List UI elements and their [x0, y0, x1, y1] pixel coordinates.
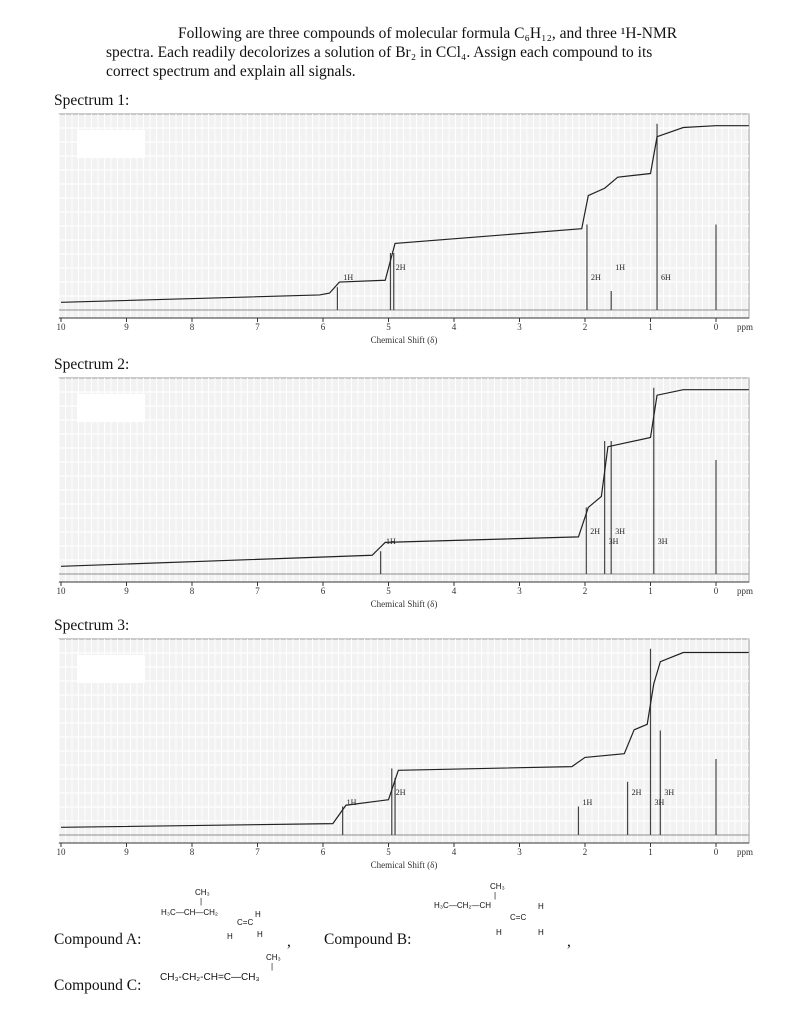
tick-label: 8: [190, 322, 195, 332]
spectrum-1-title: Spectrum 1:: [54, 92, 130, 109]
tick-label: 1: [648, 586, 653, 596]
integral-label: 2H: [590, 527, 600, 536]
integral-label: 1H: [347, 798, 357, 807]
integral-label: 1H: [582, 798, 592, 807]
integral-label: 2H: [396, 788, 406, 797]
h-atom: H: [257, 930, 263, 939]
tick-label: 10: [57, 322, 67, 332]
tick-label: 6: [321, 586, 326, 596]
x-axis-label: Chemical Shift (δ): [371, 335, 438, 345]
tick-label: 3: [517, 322, 522, 332]
tick-label: 3: [517, 586, 522, 596]
compound-b-label: Compound B:: [324, 931, 412, 948]
tick-label: 2: [583, 586, 588, 596]
tick-label: 0: [714, 322, 719, 332]
h-atom: H: [255, 910, 261, 919]
h-atom: H: [538, 928, 544, 937]
spectrum-2-title: Spectrum 2:: [54, 356, 130, 373]
tick-label: 3: [517, 847, 522, 857]
tick-label: 1: [648, 322, 653, 332]
tick-label: 4: [452, 322, 457, 332]
tick-label: 5: [386, 586, 391, 596]
integral-label: 6H: [661, 273, 671, 282]
tick-label: 10: [57, 586, 67, 596]
integral-label: 3H: [615, 527, 625, 536]
chain: H₃C—CH₂—CH: [434, 901, 492, 910]
tick-label: 5: [386, 847, 391, 857]
h-atom: H: [496, 928, 502, 937]
integral-label: 1H: [615, 263, 625, 272]
integral-label: 3H: [655, 798, 665, 807]
compound-c-structure: CH₃ | CH₃-CH₂-CH=C—CH₃: [160, 953, 281, 983]
prompt-line-1: Following are three compounds of molecul…: [178, 25, 678, 42]
integral-label: 3H: [658, 537, 668, 546]
tick-label: 4: [452, 847, 457, 857]
compound-b-structure: CH₃ | H₃C—CH₂—CH C=C H H H: [434, 882, 544, 937]
integral-label: 2H: [396, 263, 406, 272]
h-atom: H: [538, 902, 544, 911]
integral-curve: [60, 389, 749, 567]
spectrum-3-title: Spectrum 3:: [54, 617, 130, 634]
tick-label: 7: [255, 586, 260, 596]
tick-label: 8: [190, 586, 195, 596]
comma: ,: [287, 933, 291, 950]
chain: H₃C—CH—CH₂: [161, 908, 219, 917]
tick-label: 9: [124, 847, 129, 857]
blank-box: [77, 130, 145, 158]
tick-label: 6: [321, 847, 326, 857]
prompt-line-2: spectra. Each readily decolorizes a solu…: [106, 44, 653, 61]
tick-label: 8: [190, 847, 195, 857]
x-axis-label: Chemical Shift (δ): [371, 860, 438, 870]
tick-label: 0: [714, 586, 719, 596]
compound-c-label: Compound C:: [54, 977, 142, 994]
ch3-group: CH₃: [490, 882, 505, 891]
compound-a-structure: CH₃ | H₃C—CH—CH₂ C=C H H H: [161, 888, 263, 941]
prompt-line-3: correct spectrum and explain all signals…: [106, 63, 356, 80]
alkene: C=C: [510, 913, 527, 922]
blank-box: [77, 394, 145, 422]
tick-label: 7: [255, 322, 260, 332]
tick-label: 9: [124, 586, 129, 596]
tick-label: 9: [124, 322, 129, 332]
axis-unit: ppm: [737, 322, 753, 332]
ch3-group: CH₃: [195, 888, 210, 897]
problem-prompt: Following are three compounds of molecul…: [106, 24, 756, 81]
tick-label: 7: [255, 847, 260, 857]
integral-label: 1H: [386, 537, 396, 546]
tick-label: 2: [583, 322, 588, 332]
integral-label: 1H: [343, 273, 353, 282]
tick-label: 6: [321, 322, 326, 332]
comma: ,: [567, 933, 571, 950]
integral-curve: [60, 651, 749, 828]
ch3-group: CH₃: [266, 953, 281, 962]
integral-label: 3H: [664, 788, 674, 797]
integral-label: 3H: [609, 537, 619, 546]
axis-unit: ppm: [737, 586, 753, 596]
axis-unit: ppm: [737, 847, 753, 857]
tick-label: 10: [57, 847, 67, 857]
spectrum-3: 10 9 8 7 6 5 4 3 2 1 0 ppm Chemical Shift (δ) 1H 2H 1H 2…: [54, 635, 754, 885]
alkene: C=C: [237, 918, 254, 927]
integral-label: 2H: [591, 273, 601, 282]
tick-label: 0: [714, 847, 719, 857]
compound-a-label: Compound A:: [54, 931, 142, 948]
blank-box: [77, 655, 145, 683]
integral-label: 2H: [632, 788, 642, 797]
spectrum-2: 10 9 8 7 6 5 4 3 2 1 0 ppm Chemical Shift (δ) 1H 2H 3H 3…: [54, 374, 754, 624]
spectrum-1: 10 9 8 7 6 5 4 3 2 1 0 ppm Chemical Shift (δ) 1H 2H 2H 1…: [54, 110, 754, 360]
integral-curve: [60, 125, 749, 303]
tick-label: 5: [386, 322, 391, 332]
tick-label: 1: [648, 847, 653, 857]
tick-label: 2: [583, 847, 588, 857]
x-axis-label: Chemical Shift (δ): [371, 599, 438, 609]
tick-label: 4: [452, 586, 457, 596]
h-atom: H: [227, 932, 233, 941]
chain: CH₃-CH₂-CH=C—CH₃: [160, 972, 260, 983]
